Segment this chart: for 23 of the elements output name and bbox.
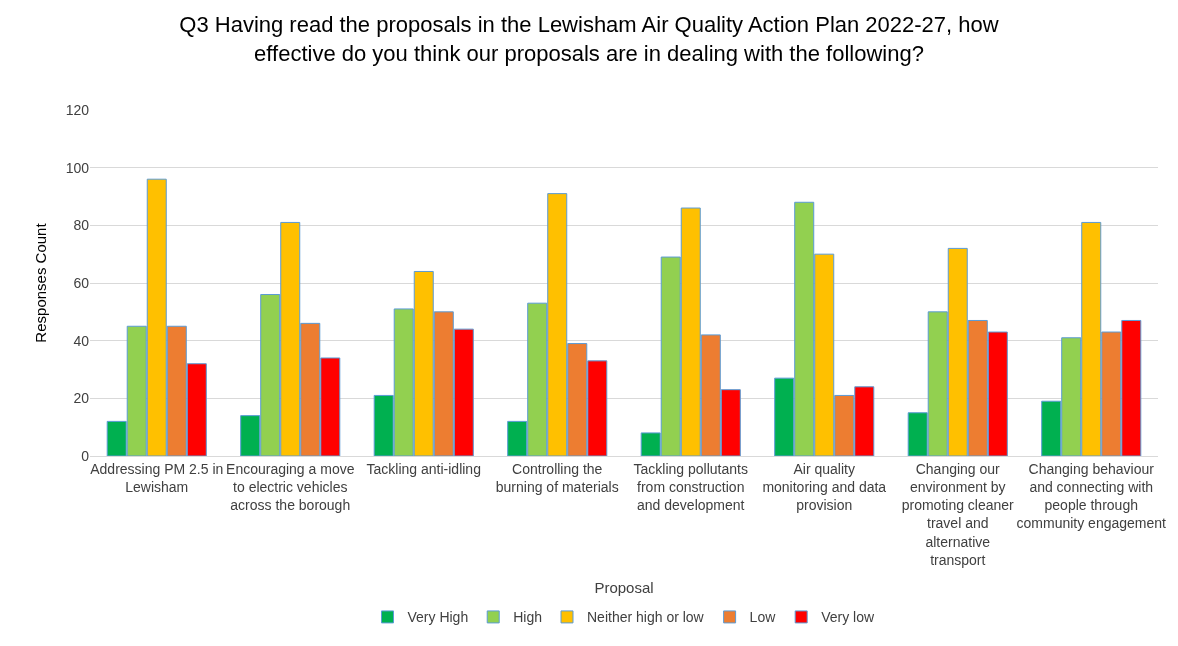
y-tick-label: 0	[81, 447, 90, 464]
y-tick-label: 20	[73, 390, 90, 407]
x-tick-label: Changing our environment by promoting cleaner travel and alternative transport	[901, 460, 1015, 568]
chart-title: Q3 Having read the proposals in the Lewisham Air Quality Action Plan 2022-27, how effective do you think our proposals are in dealing with the following?	[179, 12, 999, 66]
legend-label: Neither high or low	[587, 609, 705, 626]
x-tick-label: Tackling pollutants from construction and development	[633, 460, 748, 514]
y-tick-label: 120	[65, 101, 90, 118]
y-tick-label: 40	[73, 332, 90, 349]
x-tick-label: Changing behaviour and connecting with people through community engagement	[1016, 460, 1167, 532]
y-tick-label: 100	[65, 159, 90, 176]
x-tick-label: Air quality monitoring and data provision	[762, 460, 887, 514]
y-tick-label: 60	[73, 274, 90, 291]
x-tick-label: Tackling anti-idling	[366, 460, 481, 477]
legend-label: Low	[749, 609, 777, 626]
x-tick-label: Controlling the burning of materials	[495, 460, 619, 495]
x-tick-label: Addressing PM 2.5 in Lewisham	[90, 460, 224, 495]
y-axis-title: Responses Count	[31, 222, 49, 343]
x-tick-label: Encouraging a move to electric vehicles across the borough	[226, 460, 355, 514]
legend-label: High	[513, 609, 542, 626]
x-axis-title: Proposal	[594, 578, 654, 596]
y-tick-label: 80	[73, 217, 90, 234]
legend-label: Very High	[407, 609, 469, 626]
legend-label: Very low	[821, 609, 875, 626]
